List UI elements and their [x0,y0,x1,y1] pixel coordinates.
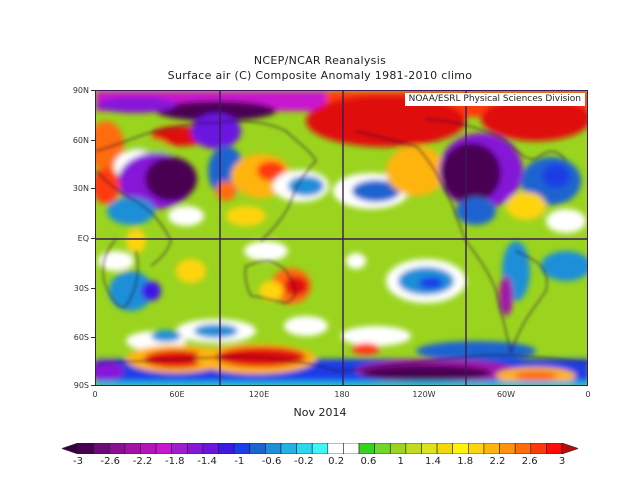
colorbar-label: -2.2 [132,456,153,467]
y-tick [91,140,95,141]
y-tick [91,188,95,189]
y-label-90n: 90N [72,86,89,95]
colorbar-label: 1 [397,456,404,467]
colorbar-label: -1.4 [197,456,217,467]
colorbar-label: -1 [234,456,245,467]
y-label-60s: 60S [73,333,89,342]
y-label-60n: 60N [72,136,89,145]
colorbar-label: 1.8 [457,456,474,467]
colorbar-label: -0.6 [261,456,282,467]
x-label-0: 0 [92,390,98,399]
y-label-30n: 30N [72,184,89,193]
colorbar [62,443,578,454]
colorbar-label: 0.2 [328,456,345,467]
colorbar-label: -2.6 [100,456,121,467]
x-label-120w: 120W [412,390,436,399]
x-label-0-end: 0 [585,390,591,399]
y-label-30s: 30S [73,284,89,293]
colorbar-label: 0.6 [360,456,377,467]
x-label-120e: 120E [248,390,270,399]
colorbar-label: 3 [558,456,566,467]
date-label: Nov 2014 [293,406,347,419]
colorbar-label: 1.4 [424,456,441,467]
credit-label: NOAA/ESRL Physical Sciences Division [404,93,585,106]
y-tick [91,90,95,91]
colorbar-label: -0.2 [294,456,314,467]
colorbar-label: 2.2 [489,456,506,467]
y-label-eq: EQ [77,234,89,243]
y-label-90s: 90S [73,381,89,390]
x-label-180: 180 [334,390,350,399]
chart-subtitle: Surface air (C) Composite Anomaly 1981-2… [167,69,473,82]
y-tick [91,385,95,386]
y-tick [91,337,95,338]
y-tick [91,238,95,239]
colorbar-label: -1.8 [165,456,185,467]
x-label-60w: 60W [496,390,516,399]
colorbar-label: 2.6 [521,456,538,467]
coastlines [96,118,587,372]
colorbar-label: -3 [73,456,83,467]
x-label-60e: 60E [169,390,185,399]
anomaly-field [96,91,587,385]
chart-title: NCEP/NCAR Reanalysis [253,54,387,67]
colorbar-swatches [62,443,578,454]
anomaly-map: NOAA/ESRL Physical Sciences Division [95,90,588,386]
y-tick [91,288,95,289]
